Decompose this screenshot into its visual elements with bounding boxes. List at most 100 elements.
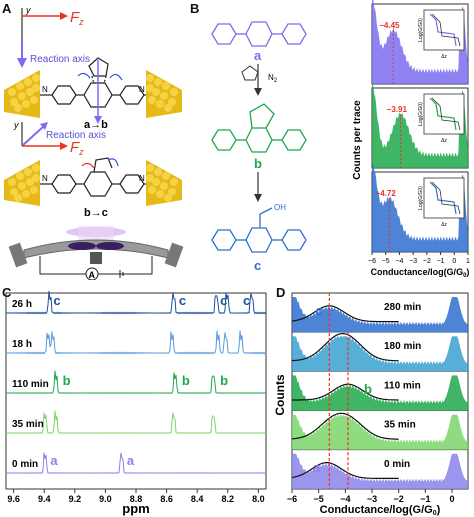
force-label: Fz [70, 9, 84, 27]
nmr-time-label: 0 min [12, 459, 38, 470]
d-fit-curve [291, 305, 399, 323]
b-inset-trace [429, 97, 457, 131]
b-tick-label: −1 [437, 258, 445, 265]
mol-c-label: c [254, 258, 261, 273]
n2-label: N2 [268, 73, 278, 84]
panel-d-letter: D [276, 285, 286, 300]
label-b-to-c: b→c [84, 207, 108, 219]
d-time-label: 0 min [384, 459, 410, 470]
b-inset-xlabel: Δz [441, 54, 447, 60]
nmr-peak-label: c [53, 293, 60, 308]
axis-y-label: y [25, 5, 31, 15]
b-tick-label: −5 [382, 258, 390, 265]
c-tick-label: 9.6 [7, 494, 20, 504]
nmr-time-label: 35 min [12, 419, 44, 430]
n-left-1: N [42, 85, 48, 94]
panel-b-letter: B [190, 1, 200, 16]
d-tick-label: −4 [340, 494, 350, 504]
nmr-time-label: 26 h [12, 299, 32, 310]
c-tick-label: 8.8 [130, 494, 143, 504]
b-x-axis-label: Conductance/log(G/G0) [371, 267, 470, 279]
nmr-peak-label: a [127, 453, 135, 468]
c-tick-label: 9.2 [69, 494, 82, 504]
d-hist-area [292, 375, 468, 411]
nmr-trace [6, 330, 267, 355]
panel-a-letter: A [2, 1, 12, 16]
d-time-label: 180 min [384, 341, 421, 352]
d-fit-curve [291, 333, 399, 362]
panel-c-nmr: 26 h c c c c 18 h 110 min b b b 35 min 0 min a a 9.6 9… [5, 290, 267, 516]
nmr-peak-label: c [243, 293, 250, 308]
panel-a-figure: y Fz Reaction axis N N a→b y Reaction ax… [4, 5, 184, 280]
d-tick-label: 0 [449, 494, 454, 504]
d-peak-label: b [364, 381, 372, 396]
nmr-peak-label: b [182, 373, 190, 388]
b-tick-label: −6 [368, 258, 376, 265]
b-inset-ylabel: Log(G/G0) [418, 102, 424, 126]
b-hist-area [372, 0, 468, 84]
c-tick-label: 9.0 [99, 494, 112, 504]
nmr-peak-label: c [179, 293, 186, 308]
force-label-2: Fz [70, 139, 84, 157]
b-inset-ylabel: Log(G/G0) [418, 186, 424, 210]
d-time-label: 110 min [384, 380, 421, 391]
d-hist-area [292, 414, 468, 450]
d-fit-curve [291, 462, 399, 479]
panel-d-histograms: Counts 280 min c 180 min 110 min b 35 min 0 mi… [273, 292, 469, 517]
b-tick-label: 1 [466, 258, 470, 265]
mol-b-label: b [254, 156, 262, 171]
b-y-axis-label: Counts per trace [352, 100, 363, 180]
nmr-time-label: 18 h [12, 339, 32, 350]
d-time-label: 280 min [384, 302, 421, 313]
b-tick-label: −3 [409, 258, 417, 265]
d-tick-label: −2 [394, 494, 404, 504]
c-tick-label: 8.6 [160, 494, 173, 504]
d-tick-label: −5 [314, 494, 324, 504]
mol-a-label: a [254, 48, 262, 63]
d-tick-label: −1 [420, 494, 430, 504]
b-peak-value: −4.45 [379, 21, 400, 30]
b-inset-ylabel: Log(G/G0) [418, 18, 424, 42]
nmr-peak-label: a [50, 453, 58, 468]
b-tick-label: 0 [452, 258, 456, 265]
b-peak-value: −4.72 [376, 189, 397, 198]
nmr-trace [6, 410, 267, 434]
nmr-trace [6, 370, 267, 394]
b-tick-label: −4 [395, 258, 403, 265]
axis-y-label-2: y [13, 120, 19, 130]
c-tick-label: 8.4 [191, 494, 204, 504]
nmr-trace [6, 290, 267, 315]
c-tick-label: 8.0 [252, 494, 265, 504]
nmr-peak-label: b [63, 373, 71, 388]
d-time-label: 35 min [384, 420, 416, 431]
d-y-label: Counts [273, 374, 287, 416]
b-inset-trace-2 [431, 181, 461, 215]
d-hist-area [292, 297, 468, 333]
c-tick-label: 9.4 [38, 494, 51, 504]
b-hist-area [372, 83, 468, 168]
nmr-trace [6, 452, 267, 474]
d-hist-area [292, 453, 468, 489]
b-inset-trace-2 [431, 13, 461, 47]
nmr-time-label: 110 min [12, 379, 49, 390]
panel-b-histograms: Counts per trace −4.45 Log(G/G0) Δz −3.91 Lo… [352, 0, 470, 279]
c-x-label: ppm [122, 501, 149, 516]
d-tick-label: −6 [287, 494, 297, 504]
d-peak-label: c [315, 303, 322, 318]
b-tick-label: −2 [423, 258, 431, 265]
b-inset-frame [423, 9, 465, 51]
d-fit-curve [291, 412, 399, 440]
oh-label: OH [274, 203, 286, 212]
reaction-axis-label-2: Reaction axis [46, 130, 106, 141]
n-right-2: N [139, 174, 145, 183]
n-left-2: N [42, 174, 48, 183]
circuit-label: A [89, 270, 96, 280]
b-inset-trace [429, 13, 457, 47]
b-inset-trace [429, 181, 457, 215]
d-peak-label: a [313, 460, 321, 475]
label-a-to-b: a→b [84, 119, 108, 131]
b-inset-xlabel: Δz [441, 138, 447, 144]
b-inset-frame [423, 177, 465, 219]
d-tick-label: −3 [367, 494, 377, 504]
d-fit-curve [292, 383, 399, 401]
